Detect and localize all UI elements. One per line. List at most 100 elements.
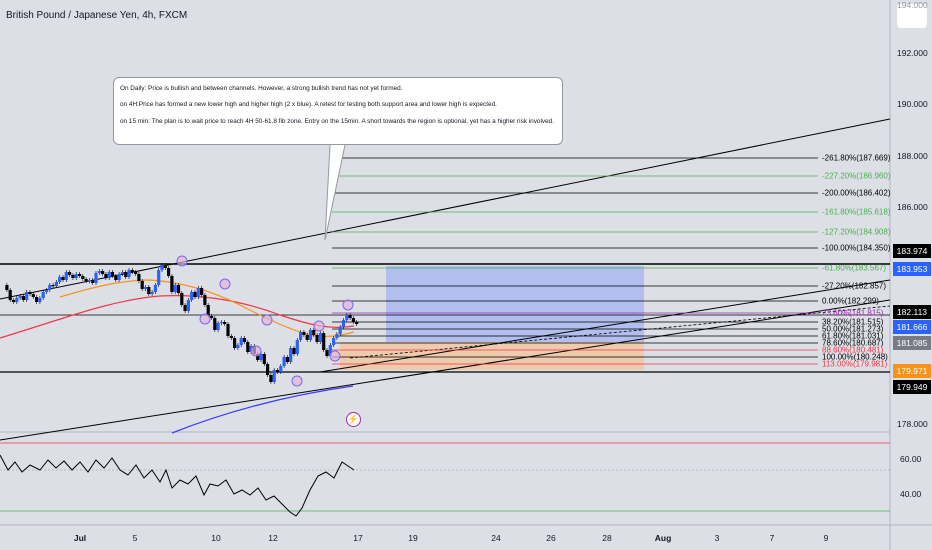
candle <box>120 272 124 274</box>
date-label: Aug <box>654 533 672 543</box>
candle <box>44 290 49 292</box>
candle <box>41 292 45 298</box>
price-label: 194.000 <box>897 0 928 10</box>
candle <box>21 296 25 300</box>
date-label: 10 <box>211 533 221 543</box>
candle <box>282 357 286 366</box>
candle <box>157 270 161 285</box>
long-target-zone[interactable] <box>386 266 644 342</box>
candle <box>190 292 194 300</box>
fib-level-label: 38.20%(181.515) <box>822 317 884 327</box>
pivot-marker <box>219 278 231 290</box>
pivot-markers <box>176 255 354 387</box>
channel-upper-line[interactable] <box>0 118 891 300</box>
candle <box>18 296 22 298</box>
price-label: 188.000 <box>897 151 928 161</box>
candle <box>299 332 303 340</box>
fib-extension-tool[interactable] <box>332 157 818 365</box>
candle <box>163 265 167 268</box>
candle <box>140 281 144 289</box>
candle <box>110 272 115 276</box>
candle <box>328 345 332 356</box>
pivot-marker <box>313 320 325 332</box>
candle <box>289 348 293 362</box>
candle <box>233 338 237 348</box>
candle <box>269 375 273 382</box>
candle <box>242 338 247 342</box>
candle <box>117 274 121 280</box>
note-line-4h: on 4H:Price has formed a new lower high … <box>120 101 497 109</box>
candle <box>355 322 359 324</box>
candle <box>308 330 313 340</box>
candle <box>153 285 157 292</box>
candle <box>134 272 138 274</box>
fib-level-label: 88.60%(180.481) <box>822 345 884 355</box>
candle <box>11 300 16 302</box>
candle <box>226 324 230 336</box>
candle <box>302 332 306 335</box>
fib-level-label: -27.20%(182.857) <box>822 281 887 291</box>
price-tag: 183.974 <box>893 244 931 258</box>
candle <box>266 364 270 375</box>
candle <box>127 270 131 277</box>
candle <box>246 342 250 352</box>
candle <box>8 290 12 300</box>
candle <box>275 370 280 372</box>
axis-settings-button[interactable] <box>897 4 927 28</box>
chart-title: British Pound / Japanese Yen, 4h, FXCM <box>6 10 188 21</box>
candle <box>312 330 316 335</box>
indicator-label: 60.00 <box>900 454 922 464</box>
date-label: 28 <box>602 533 612 543</box>
candle <box>229 336 233 338</box>
candle <box>193 292 197 297</box>
candle <box>71 275 75 278</box>
fib-level-label: -227.20%(186.960) <box>822 171 891 181</box>
date-label: 7 <box>769 533 775 543</box>
candle <box>81 276 85 279</box>
candle <box>97 271 101 273</box>
price-tag: 181.085 <box>893 336 931 350</box>
candle <box>285 357 289 362</box>
date-label: 19 <box>408 533 418 543</box>
candle <box>61 277 65 280</box>
pivot-marker <box>342 299 354 311</box>
candle <box>51 285 55 287</box>
candle <box>173 285 177 292</box>
price-label: 178.000 <box>897 419 928 429</box>
candle <box>58 277 62 282</box>
candle <box>25 292 29 300</box>
lightning-icon[interactable]: ⚡ <box>346 412 361 427</box>
fib-level-label: 100.00%(180.248) <box>822 352 888 362</box>
candle <box>341 320 346 327</box>
candle <box>130 270 134 272</box>
candle <box>107 272 111 278</box>
candle <box>77 274 82 276</box>
price-tag: 181.666 <box>893 320 931 334</box>
channel-lower-line[interactable] <box>0 299 891 441</box>
candle <box>272 370 276 382</box>
fib-level-label: 0.00%(182.299) <box>822 296 879 306</box>
candle <box>48 285 52 290</box>
candle <box>186 300 190 311</box>
fib-level-label: -261.80%(187.669) <box>822 153 891 163</box>
candle <box>176 285 181 293</box>
ma-red-line <box>0 295 355 339</box>
candle <box>325 350 329 356</box>
candle <box>262 354 266 364</box>
analysis-note[interactable]: On Daily: Price is bullish and between c… <box>113 77 563 145</box>
candle <box>279 366 283 372</box>
candle <box>167 268 171 276</box>
fib-level-label: -61.80%(183.567) <box>822 263 887 273</box>
candle <box>15 298 19 302</box>
candle <box>5 285 9 290</box>
candle <box>213 318 217 330</box>
candle <box>216 323 220 330</box>
candle <box>348 315 352 318</box>
price-label: 186.000 <box>897 202 928 212</box>
candle <box>38 298 42 302</box>
fib-level-label: 78.60%(180.687) <box>822 338 884 348</box>
dashed-entry-line[interactable] <box>349 305 891 359</box>
candle <box>223 322 227 324</box>
